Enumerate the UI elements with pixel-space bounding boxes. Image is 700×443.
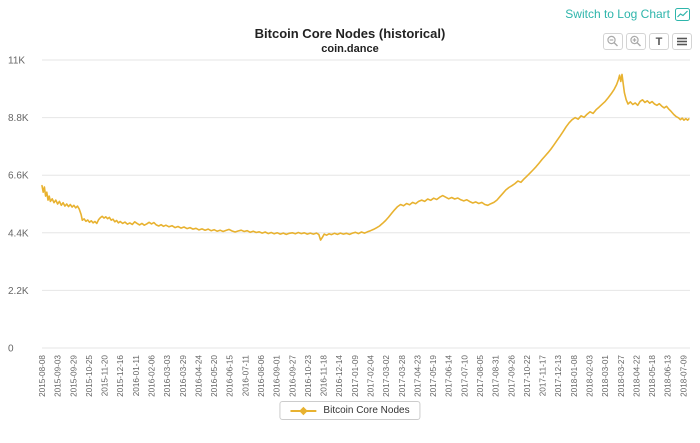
svg-text:2017-04-23: 2017-04-23 [413,355,422,397]
svg-text:2017-10-22: 2017-10-22 [523,355,532,397]
svg-text:2017-03-28: 2017-03-28 [398,355,407,397]
svg-text:T: T [656,36,663,48]
svg-text:2017-08-05: 2017-08-05 [476,355,485,397]
svg-text:2017-12-13: 2017-12-13 [554,355,563,397]
zoom-in-button[interactable] [626,33,646,50]
svg-text:2017-07-10: 2017-07-10 [460,355,469,397]
svg-text:2017-09-26: 2017-09-26 [507,355,516,397]
switch-to-log-chart-label: Switch to Log Chart [565,7,670,21]
svg-text:4.4K: 4.4K [8,228,29,239]
svg-text:2017-11-17: 2017-11-17 [539,355,548,397]
svg-text:2018-03-01: 2018-03-01 [601,355,610,397]
switch-to-log-chart-link[interactable]: Switch to Log Chart [565,7,690,21]
svg-text:2015-12-16: 2015-12-16 [116,355,125,397]
zoom-out-icon [607,35,618,47]
svg-text:2016-07-11: 2016-07-11 [241,355,250,397]
legend-label: Bitcoin Core Nodes [323,405,410,416]
svg-text:2016-04-24: 2016-04-24 [194,355,203,397]
svg-text:2015-09-03: 2015-09-03 [54,355,63,397]
svg-text:2015-08-08: 2015-08-08 [38,355,47,397]
svg-text:2016-05-20: 2016-05-20 [210,355,219,397]
svg-text:8.8K: 8.8K [8,113,29,124]
svg-text:2018-01-08: 2018-01-08 [570,355,579,397]
svg-text:2.2K: 2.2K [8,286,29,297]
chart-titles: Bitcoin Core Nodes (historical) coin.dan… [0,26,700,55]
menu-button[interactable] [672,33,692,50]
svg-text:2017-01-09: 2017-01-09 [351,355,360,397]
svg-text:2015-09-29: 2015-09-29 [69,355,78,397]
svg-text:0: 0 [8,344,14,355]
svg-text:2018-04-22: 2018-04-22 [632,355,641,397]
svg-text:2017-05-19: 2017-05-19 [429,355,438,397]
svg-text:2017-08-31: 2017-08-31 [492,355,501,397]
svg-text:2016-12-14: 2016-12-14 [335,355,344,397]
svg-text:2016-10-23: 2016-10-23 [304,355,313,397]
svg-text:2016-03-29: 2016-03-29 [179,355,188,397]
svg-text:2016-08-06: 2016-08-06 [257,355,266,397]
menu-icon [677,37,687,46]
svg-text:2017-03-02: 2017-03-02 [382,355,391,397]
chart-title: Bitcoin Core Nodes (historical) [254,26,446,41]
svg-text:2015-11-20: 2015-11-20 [101,355,110,397]
svg-text:2018-03-27: 2018-03-27 [617,355,626,397]
legend-item-bitcoin-core-nodes[interactable]: Bitcoin Core Nodes [279,401,421,420]
chart-subtitle: coin.dance [321,43,379,55]
svg-text:2018-02-03: 2018-02-03 [586,355,595,397]
zoom-out-button[interactable] [603,33,623,50]
log-chart-icon [675,7,690,21]
chart-toolbar: T [603,33,692,50]
svg-text:2016-03-03: 2016-03-03 [163,355,172,397]
text-annotation-icon: T [656,36,663,48]
svg-text:2018-07-09: 2018-07-09 [679,355,688,397]
svg-text:2016-09-01: 2016-09-01 [273,355,282,397]
zoom-in-icon [630,35,641,47]
svg-text:6.6K: 6.6K [8,171,29,182]
svg-text:2018-06-13: 2018-06-13 [664,355,673,397]
svg-text:2015-10-25: 2015-10-25 [85,355,94,397]
svg-text:2016-01-11: 2016-01-11 [132,355,141,397]
svg-text:2018-05-18: 2018-05-18 [648,355,657,397]
svg-text:2016-06-15: 2016-06-15 [226,355,235,397]
svg-text:2016-02-06: 2016-02-06 [148,355,157,397]
svg-text:2016-11-18: 2016-11-18 [320,355,329,397]
svg-text:11K: 11K [8,56,25,67]
svg-text:2017-02-04: 2017-02-04 [367,355,376,397]
text-annotation-button[interactable]: T [649,33,669,50]
svg-text:2016-09-27: 2016-09-27 [288,355,297,397]
legend-line-marker-icon [290,406,317,415]
svg-text:2017-06-14: 2017-06-14 [445,355,454,397]
